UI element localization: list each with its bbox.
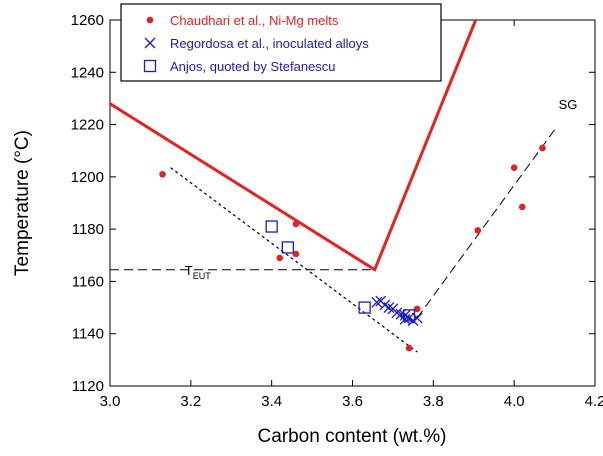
annotations-layer: SG TEUT [185,97,578,281]
y-tick-label: 1240 [71,64,104,81]
y-tick-label: 1220 [71,117,104,134]
points-layer [159,144,546,352]
y-tick-label: 1200 [71,169,104,186]
legend-marker-1 [144,37,156,49]
series-0-point [518,203,526,211]
series-0-point [276,254,284,262]
series-2-point [358,301,371,314]
y-tick-label: 1120 [72,378,104,395]
series-0-point [539,144,546,152]
ticks-layer: 3.0 3.2 3.4 3.6 3.8 4.0 4.2 1120 1140 1160 1180 120… [71,12,603,410]
series-2-point [265,220,278,233]
sg-line-line [416,129,556,319]
series-0-point [292,220,300,228]
annotation-0: SG [559,97,578,112]
y-tick-label: 1160 [72,273,104,290]
lines-layer [110,20,556,353]
series-0-point [159,170,166,178]
series-1-point [383,302,395,314]
x-tick-label: 4.0 [504,393,525,410]
series-2-point [402,309,416,322]
legend: Chaudhari et al., Ni-Mg melts Regordosa e… [120,3,442,82]
series-0-point [405,344,413,352]
x-tick-label: 4.2 [585,393,603,410]
x-tick-label: 3.6 [342,393,363,410]
legend-frame [120,3,442,82]
legend-marker-0 [146,16,154,24]
series-2-point [281,241,294,254]
series-1-point [395,308,407,320]
legend-label: Chaudhari et al., Ni-Mg melts [170,13,339,28]
x-tick-label: 3.0 [100,393,121,410]
y-tick-label: 1260 [71,12,104,29]
series-0-point [510,164,518,172]
y-tick-label: 1180 [72,221,104,238]
series-1-point [391,307,403,319]
y-axis-title: Temperature (°C) [12,130,33,276]
x-tick-label: 3.2 [180,393,201,410]
x-tick-label: 3.8 [423,393,444,410]
x-tick-label: 3.4 [261,393,282,410]
legend-label: Anjos, quoted by Stefanescu [170,59,336,74]
annotation-1: TEUT [185,263,211,281]
series-0-point [292,250,300,258]
legend-label: Regordosa et al., inoculated alloys [170,36,369,51]
series-0-point [474,227,482,234]
x-axis-title: Carbon content (wt.%) [257,426,446,447]
liquidus-red-line [110,20,478,272]
series-1-point [371,296,383,308]
legend-marker-2 [143,59,157,73]
y-tick-label: 1140 [72,326,104,343]
series-0-point [413,305,421,313]
